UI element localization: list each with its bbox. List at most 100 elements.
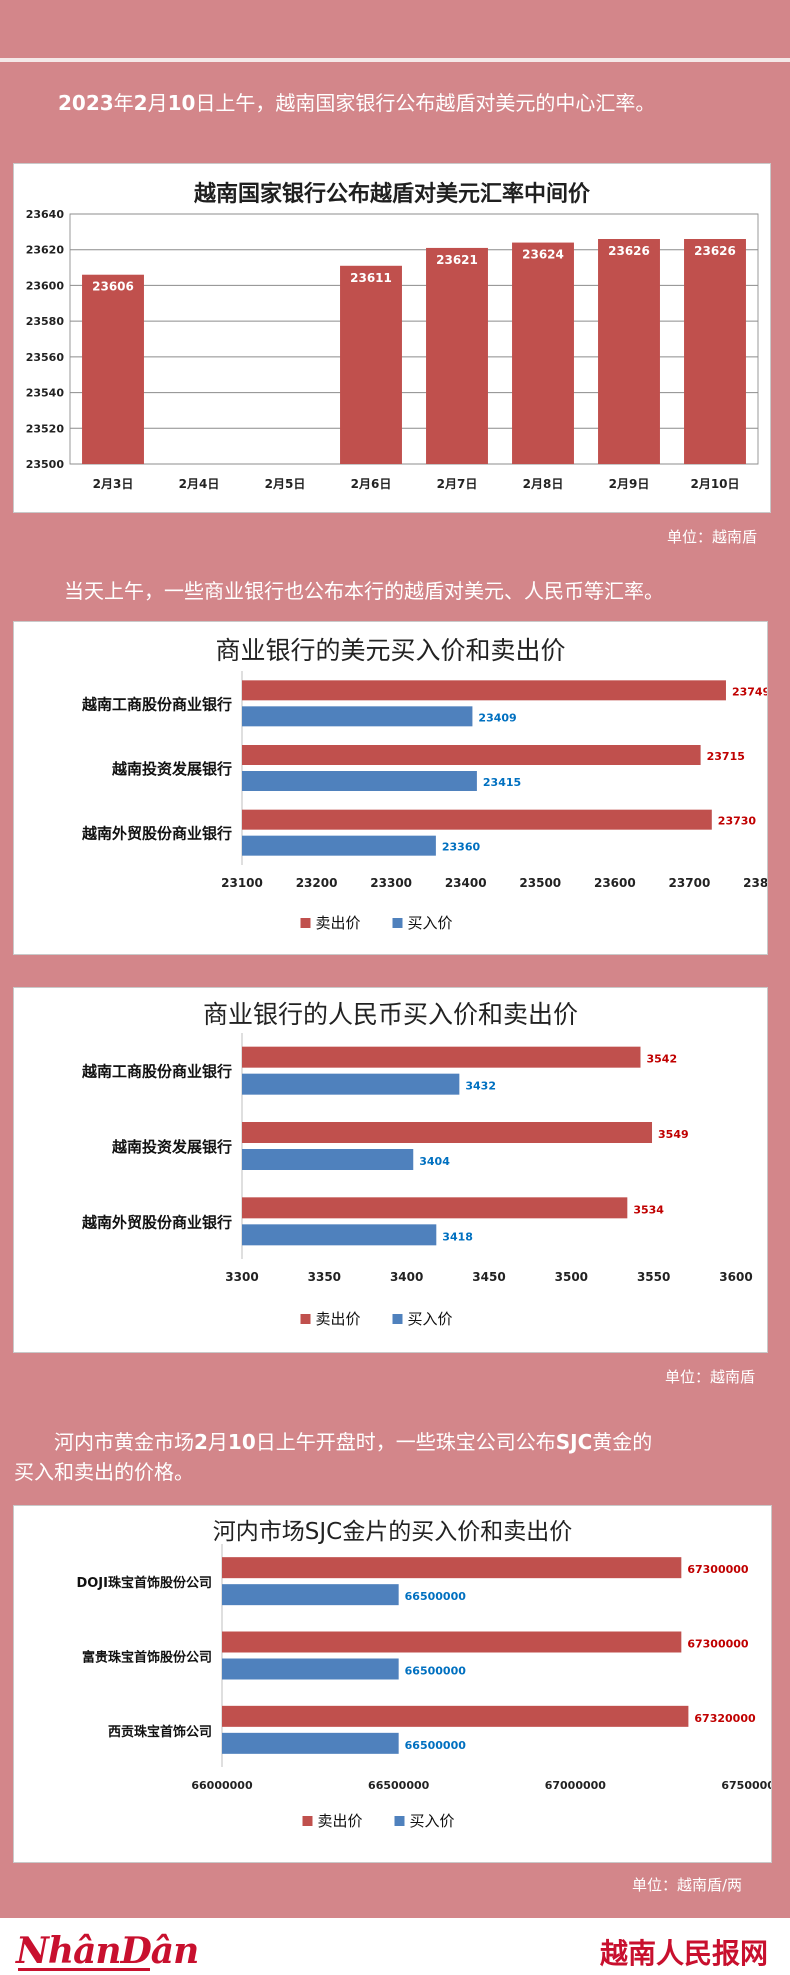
x-tick-label: 2月5日 [265,477,306,491]
legend-sell-label: 卖出价 [316,1310,361,1328]
chart-title: 河内市场SJC金片的买入价和卖出价 [213,1519,572,1545]
x-tick-label: 2月3日 [93,477,134,491]
intro-text-part: 月 [147,91,168,115]
legend-sell-swatch [300,918,311,928]
y-tick-label: 23520 [26,422,65,435]
category-label: 西贡珠宝首饰公司 [108,1724,212,1740]
legend-sell-swatch [302,1816,313,1826]
buy-value-label: 23409 [478,711,516,724]
x-tick-label: 2月8日 [523,477,564,491]
para2-text: 当天上午，一些商业银行也公布本行的越盾对美元、人民币等汇率。 [64,579,664,603]
buy-bar [242,1149,414,1170]
sell-value-label: 3549 [658,1128,689,1141]
para3-part: 日上午开盘时，一些珠宝公司公布 [255,1430,556,1454]
data-label: 23626 [608,244,650,258]
buy-bar [222,1658,399,1680]
sell-value-label: 67300000 [687,1638,749,1651]
category-label: 越南投资发展银行 [111,760,232,778]
y-tick-label: 23640 [26,208,65,221]
sell-bar [222,1705,689,1727]
para3-text: 河内市黄金市场2月10日上午开盘时，一些珠宝公司公布SJC黄金的 [54,1427,774,1457]
y-tick-label: 23620 [26,244,65,257]
sell-bar [242,745,701,765]
category-label: 越南工商股份商业银行 [81,695,232,713]
x-tick-label: 23400 [445,876,487,890]
chart4-panel: 河内市场SJC金片的买入价和卖出价 66000000 66500000 6700000… [14,1506,783,1862]
category-label: DOJI珠宝首饰股份公司 [76,1575,212,1591]
buy-value-label: 66500000 [405,1665,467,1678]
x-tick-label: 67500000 [721,1779,771,1792]
x-tick-label: 23700 [669,876,711,890]
top-divider [0,58,790,62]
x-tick-label: 66000000 [191,1779,253,1792]
para3-part: 黄金的 [592,1430,653,1454]
y-tick-label: 23580 [26,315,65,328]
sell-bar [242,680,726,701]
x-tick-label: 2月9日 [609,477,650,491]
bar [426,247,488,464]
legend-buy-swatch [392,1314,403,1324]
para3-bold: 10 [227,1430,256,1454]
x-tick-label: 2月4日 [179,477,220,491]
x-tick-label: 3400 [390,1270,423,1284]
category-label: 越南工商股份商业银行 [81,1063,232,1081]
y-tick-label: 23540 [26,387,65,400]
legend-buy-label: 买入价 [410,1812,455,1830]
chart2-svg: 商业银行的美元买入价和卖出价 23100 23200 23300 23400 23500 2… [81,636,785,932]
intro-day: 10 [167,91,196,115]
x-tick-label: 3550 [637,1270,670,1284]
chart3-svg: 商业银行的人民币买入价和卖出价 3300 3350 3400 3450 3500 3550 3… [81,1000,753,1328]
x-tick-label: 23800 [743,876,767,890]
chart-title: 越南国家银行公布越盾对美元汇率中间价 [193,181,591,207]
buy-bar [242,1224,437,1246]
x-tick-label: 2月10日 [690,477,739,491]
x-tick-label: 2月6日 [351,477,392,491]
category-label: 越南投资发展银行 [111,1138,232,1156]
y-tick-label: 23500 [26,458,65,471]
unit-label-3: 单位：越南盾/两 [632,1876,743,1894]
legend-sell-swatch [300,1314,311,1324]
intro-text-part: 年 [113,91,134,115]
footer [0,1918,790,1975]
brand-name: 越南人民报网 [599,1937,768,1970]
bar [512,242,574,464]
sell-bar [242,1122,653,1143]
intro-year: 2023 [58,91,114,115]
buy-bar [242,706,473,727]
buy-bar [242,1073,460,1095]
unit-label-1: 单位：越南盾 [667,528,758,546]
intro-month: 2 [133,91,148,115]
x-tick-label: 3450 [472,1270,505,1284]
bar [598,239,660,464]
chart2-panel: 商业银行的美元买入价和卖出价 23100 23200 23300 23400 23500 2… [14,622,785,954]
sell-value-label: 23715 [707,750,745,763]
logo-underline [18,1968,150,1971]
buy-value-label: 23415 [483,776,521,789]
data-label: 23606 [92,280,134,294]
y-tick-label: 23600 [26,279,65,292]
legend-sell-label: 卖出价 [318,1812,363,1830]
buy-bar [242,771,477,791]
chart-title: 商业银行的美元买入价和卖出价 [215,636,565,665]
x-tick-label: 66500000 [368,1779,430,1792]
data-label: 23611 [350,271,392,285]
para3-part: 月 [207,1430,228,1454]
legend-sell-label: 卖出价 [316,914,361,932]
buy-value-label: 3432 [465,1080,496,1093]
chart1-svg: 越南国家银行公布越盾对美元汇率中间价 23500 23520 23540 23560 23… [26,181,759,491]
category-label: 越南外贸股份商业银行 [81,825,232,843]
buy-value-label: 66500000 [405,1590,467,1603]
x-tick-label: 3350 [308,1270,341,1284]
para3-bold: 2 [194,1430,208,1454]
category-label: 富贵珠宝首饰股份公司 [82,1650,212,1666]
chart4-svg: 河内市场SJC金片的买入价和卖出价 66000000 66500000 6700000… [76,1519,782,1830]
x-tick-label: 2月7日 [437,477,478,491]
buy-bar [222,1732,399,1754]
para3-part: 河内市黄金市场 [54,1430,194,1454]
x-tick-label: 23500 [519,876,561,890]
bar [340,265,402,464]
chart3-panel: 商业银行的人民币买入价和卖出价 3300 3350 3400 3450 3500 3550 3… [14,988,767,1352]
sell-bar [242,809,712,830]
legend-buy-swatch [394,1816,405,1826]
sell-bar [222,1631,682,1653]
